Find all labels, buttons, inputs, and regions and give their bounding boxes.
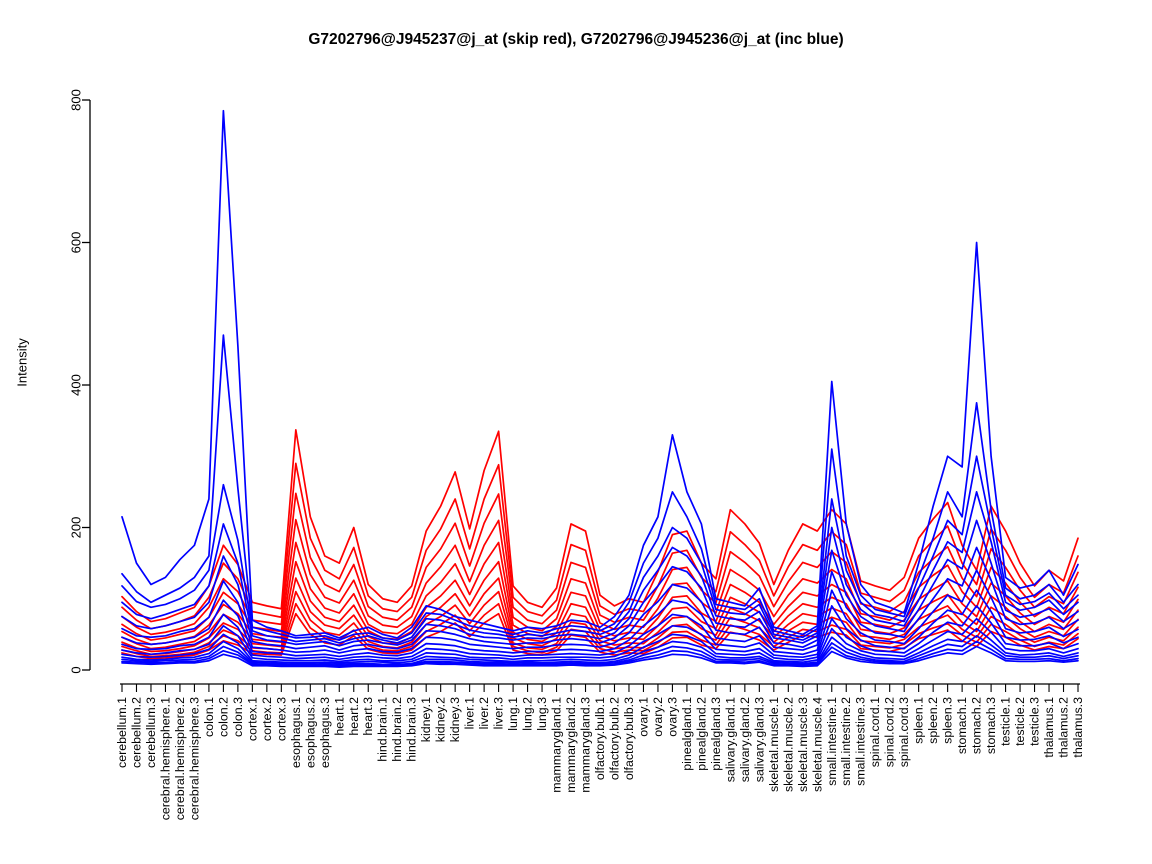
x-tick-label: pinealgland.1 xyxy=(680,697,694,771)
data-series-line xyxy=(121,617,1079,664)
x-tick-label: ovary.3 xyxy=(665,697,679,737)
x-tick-label: heart.3 xyxy=(361,697,375,736)
data-series-line xyxy=(121,569,1079,658)
data-series-line xyxy=(121,519,1079,651)
x-tick-label: heart.2 xyxy=(347,697,361,736)
data-series-line xyxy=(121,546,1079,654)
x-tick-label: cortex.3 xyxy=(274,697,288,741)
x-tick-label: esophagus.3 xyxy=(318,697,332,768)
x-tick-label: spinal.cord.2 xyxy=(883,697,897,767)
x-tick-label: kidney.3 xyxy=(448,697,462,742)
x-tick-label: stomach.1 xyxy=(955,697,969,754)
x-tick-label: cortex.2 xyxy=(260,697,274,741)
y-tick-label: 200 xyxy=(69,517,84,539)
x-tick-label: stomach.2 xyxy=(970,697,984,754)
data-series-line xyxy=(121,109,1079,639)
x-tick-label: cerebellum.3 xyxy=(144,697,158,768)
x-tick-label: mammarygland.2 xyxy=(564,697,578,793)
x-tick-label: liver.2 xyxy=(477,697,491,729)
x-tick-label: salivary.gland.3 xyxy=(752,697,766,782)
x-tick-label: skeletal.muscle.1 xyxy=(767,697,781,792)
x-tick-label: pinealgland.2 xyxy=(694,697,708,771)
x-tick-label: mammarygland.3 xyxy=(579,697,593,793)
x-tick-label: cerebellum.1 xyxy=(115,697,129,768)
x-tick-label: testicle.2 xyxy=(1013,697,1027,746)
y-axis: 0 200 400 600 800 xyxy=(69,89,91,674)
data-series-line xyxy=(121,455,1079,644)
x-tick-label: lung.3 xyxy=(535,697,549,731)
x-tick-label: thalamus.1 xyxy=(1042,697,1056,758)
x-tick-label: salivary.gland.2 xyxy=(738,697,752,782)
x-tick-label: cortex.1 xyxy=(245,697,259,741)
x-tick-label: hind.brain.2 xyxy=(390,697,404,762)
data-series-line xyxy=(121,462,1079,630)
x-tick-label: spinal.cord.3 xyxy=(897,697,911,767)
x-tick-label: salivary.gland.1 xyxy=(723,697,737,782)
x-tick-label: liver.1 xyxy=(463,697,477,729)
x-tick-label: cerebellum.2 xyxy=(129,697,143,768)
x-tick-label: spleen.2 xyxy=(926,697,940,744)
data-series-line xyxy=(121,491,1079,647)
data-series-line xyxy=(121,589,1079,661)
y-tick-label: 600 xyxy=(69,232,84,254)
x-tick-label: small.intestine.2 xyxy=(839,697,853,786)
x-tick-label: spleen.3 xyxy=(941,697,955,744)
y-tick-label: 800 xyxy=(69,89,84,111)
x-tick-label: spinal.cord.1 xyxy=(868,697,882,767)
x-tick-label: olfactory.bulb.1 xyxy=(593,697,607,780)
x-tick-label: colon.2 xyxy=(216,697,230,737)
x-tick-label: spleen.1 xyxy=(912,697,926,744)
chart-title: G7202796@J945237@j_at (skip red), G72027… xyxy=(308,31,844,48)
x-tick-label: esophagus.2 xyxy=(303,697,317,768)
x-tick-label: ovary.1 xyxy=(636,697,650,737)
x-tick-label: skeletal.muscle.4 xyxy=(810,697,824,792)
x-tick-label: mammarygland.1 xyxy=(550,697,564,793)
x-tick-label: skeletal.muscle.2 xyxy=(781,697,795,792)
x-tick-label: cerebral.hemisphere.3 xyxy=(187,697,201,820)
x-tick-label: cerebral.hemisphere.1 xyxy=(158,697,172,820)
data-series-line xyxy=(121,492,1079,636)
x-tick-label: pinealgland.3 xyxy=(709,697,723,771)
data-series-line xyxy=(121,334,1079,641)
x-tick-label: small.intestine.3 xyxy=(854,697,868,786)
data-series-line xyxy=(121,645,1079,668)
x-axis: cerebellum.1 cerebellum.2 cerebellum.3 cere… xyxy=(115,683,1085,820)
y-tick-label: 0 xyxy=(69,666,84,673)
y-tick-label: 400 xyxy=(69,374,84,396)
x-tick-label: skeletal.muscle.3 xyxy=(796,697,810,792)
data-series-line xyxy=(121,429,1079,623)
x-tick-label: thalamus.3 xyxy=(1071,697,1085,758)
x-tick-label: hind.brain.1 xyxy=(376,697,390,762)
x-tick-label: testicle.3 xyxy=(1028,697,1042,746)
data-series-line xyxy=(121,634,1079,667)
x-tick-label: olfactory.bulb.2 xyxy=(607,697,621,780)
x-tick-label: ovary.2 xyxy=(651,697,665,737)
x-tick-label: liver.3 xyxy=(492,697,506,729)
x-tick-label: olfactory.bulb.3 xyxy=(622,697,636,780)
x-tick-label: stomach.3 xyxy=(984,697,998,754)
x-tick-label: small.intestine.1 xyxy=(825,697,839,786)
x-tick-label: hind.brain.3 xyxy=(405,697,419,762)
x-tick-label: esophagus.1 xyxy=(289,697,303,768)
x-tick-label: thalamus.2 xyxy=(1057,697,1071,758)
x-tick-label: kidney.2 xyxy=(434,697,448,742)
x-tick-label: testicle.1 xyxy=(999,697,1013,746)
x-tick-label: lung.2 xyxy=(521,697,535,731)
x-tick-label: cerebral.hemisphere.2 xyxy=(173,697,187,820)
x-tick-label: colon.3 xyxy=(231,697,245,737)
x-tick-label: kidney.1 xyxy=(419,697,433,742)
x-tick-label: lung.1 xyxy=(506,697,520,731)
data-series-group xyxy=(121,109,1079,668)
x-tick-label: heart.1 xyxy=(332,697,346,736)
x-tick-label: colon.1 xyxy=(202,697,216,737)
data-series-line xyxy=(121,605,1079,663)
